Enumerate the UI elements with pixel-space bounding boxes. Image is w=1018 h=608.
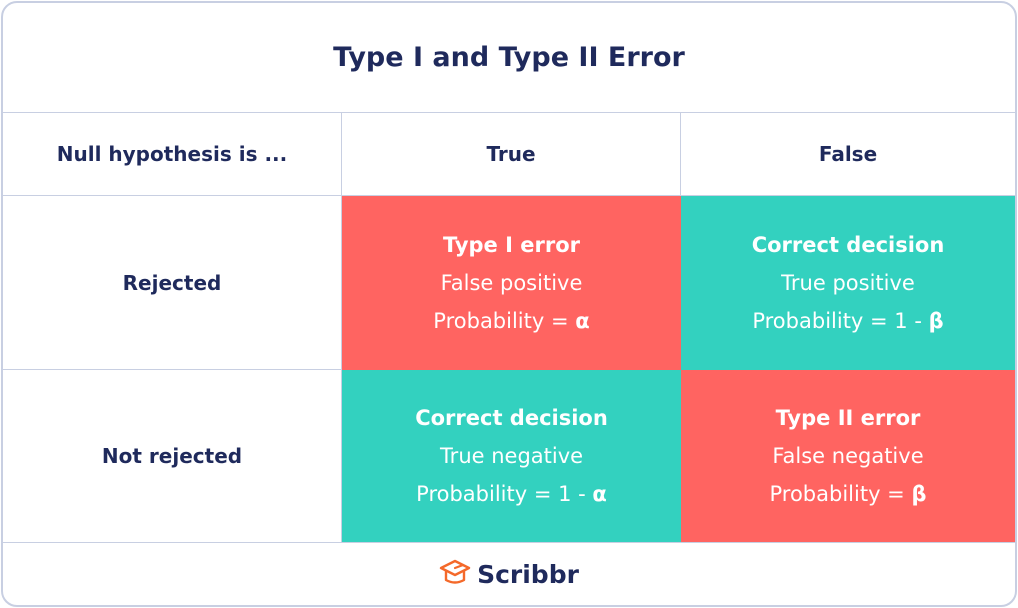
cell-subtitle: False positive xyxy=(440,271,583,295)
cell-probability: Probability = 1 - α xyxy=(416,475,607,513)
cell-probability: Probability = α xyxy=(433,302,589,340)
cell-type-2-error: Type II error False negative Probability… xyxy=(681,370,1015,542)
cell-subtitle: False negative xyxy=(772,444,924,468)
prob-value: α xyxy=(575,309,590,333)
header-true: True xyxy=(342,113,681,196)
header-row-label: Null hypothesis is ... xyxy=(3,113,342,196)
cell-title: Type I error xyxy=(443,233,580,257)
scribbr-logo: Scribbr xyxy=(477,559,579,589)
prob-label: Probability = xyxy=(769,482,912,506)
cell-subtitle: True negative xyxy=(439,444,584,468)
graduation-cap-icon xyxy=(439,558,471,590)
prob-value: β xyxy=(928,309,944,333)
cell-true-positive: Correct decision True positive Probabili… xyxy=(681,196,1015,370)
cell-title: Correct decision xyxy=(751,233,945,257)
cell-subtitle: True positive xyxy=(781,271,915,295)
header-false: False xyxy=(681,113,1015,196)
prob-label: Probability = 1 - xyxy=(752,309,929,333)
prob-label: Probability = xyxy=(433,309,576,333)
cell-type-1-error: Type I error False positive Probability … xyxy=(342,196,681,370)
prob-label: Probability = 1 - xyxy=(416,482,593,506)
table-title: Type I and Type II Error xyxy=(3,3,1015,113)
cell-title: Type II error xyxy=(775,406,921,430)
cell-probability: Probability = 1 - β xyxy=(752,302,943,340)
row-label-not-rejected: Not rejected xyxy=(3,370,342,542)
prob-value: α xyxy=(592,482,607,506)
cell-true-negative: Correct decision True negative Probabili… xyxy=(342,370,681,542)
row-label-rejected: Rejected xyxy=(3,196,342,370)
cell-title: Correct decision xyxy=(415,406,608,430)
cell-probability: Probability = β xyxy=(769,475,926,513)
footer: Scribbr xyxy=(3,542,1015,605)
prob-value: β xyxy=(911,482,927,506)
